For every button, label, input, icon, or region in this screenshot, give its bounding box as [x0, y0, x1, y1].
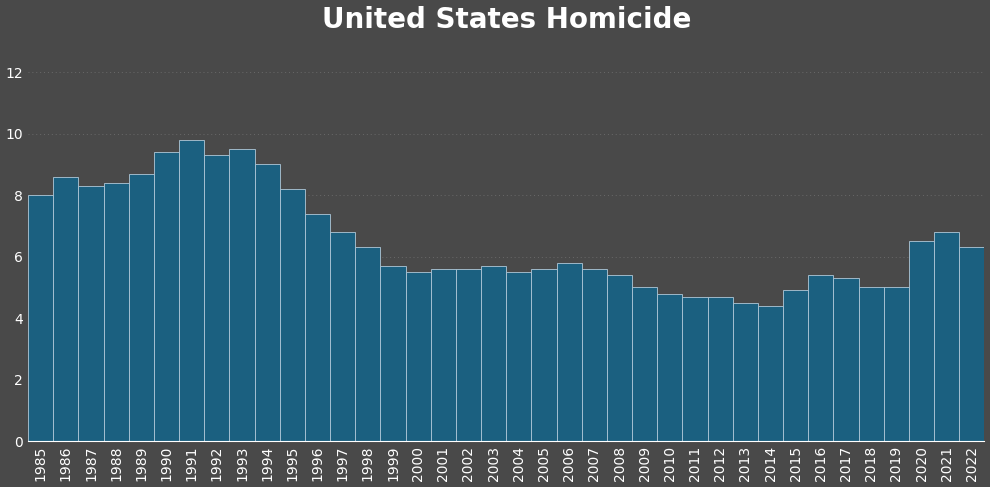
Title: United States Homicide: United States Homicide [322, 5, 691, 34]
Bar [834, 278, 858, 441]
Bar [506, 272, 532, 441]
Bar [431, 269, 456, 441]
Bar [808, 275, 834, 441]
Bar [582, 269, 607, 441]
Bar [305, 214, 330, 441]
Bar [935, 232, 959, 441]
Bar [758, 306, 783, 441]
Bar [884, 287, 909, 441]
Bar [53, 177, 78, 441]
Bar [179, 140, 204, 441]
Bar [230, 149, 254, 441]
Bar [153, 152, 179, 441]
Bar [104, 183, 129, 441]
Bar [204, 155, 230, 441]
Bar [456, 269, 481, 441]
Bar [556, 263, 582, 441]
Bar [733, 303, 758, 441]
Bar [406, 272, 431, 441]
Bar [28, 195, 53, 441]
Bar [657, 294, 682, 441]
Bar [481, 266, 506, 441]
Bar [858, 287, 884, 441]
Bar [254, 165, 280, 441]
Bar [708, 297, 733, 441]
Bar [129, 174, 153, 441]
Bar [330, 232, 355, 441]
Bar [355, 247, 380, 441]
Bar [959, 247, 984, 441]
Bar [532, 269, 556, 441]
Bar [607, 275, 632, 441]
Bar [380, 266, 406, 441]
Bar [280, 189, 305, 441]
Bar [78, 186, 104, 441]
Bar [682, 297, 708, 441]
Bar [909, 241, 935, 441]
Bar [783, 290, 808, 441]
Bar [632, 287, 657, 441]
